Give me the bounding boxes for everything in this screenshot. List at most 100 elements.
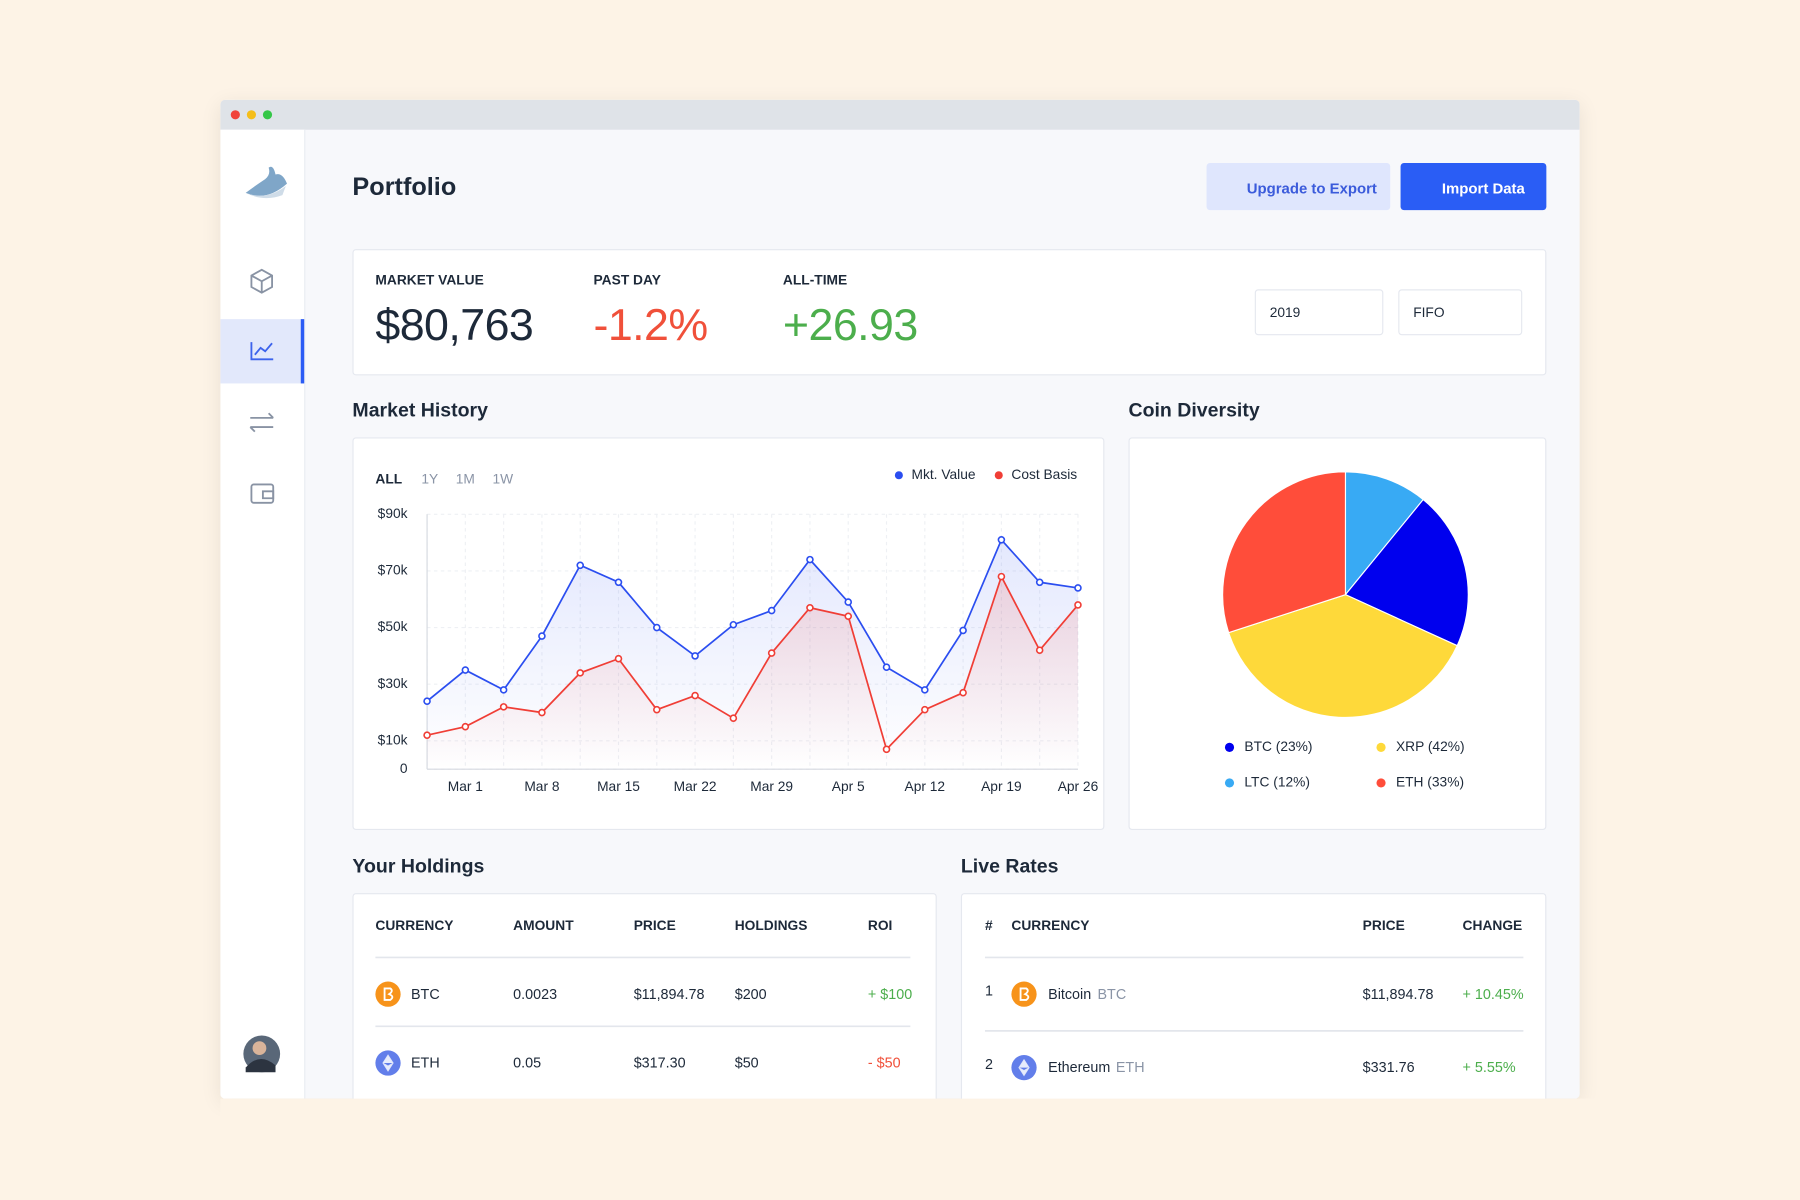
stat-value: $80,763 — [375, 300, 534, 351]
cell: ETH — [410, 1055, 440, 1072]
legend-dot — [994, 471, 1003, 480]
box-icon[interactable] — [250, 268, 273, 294]
range-tab[interactable]: 1M — [455, 470, 475, 487]
legend-label: LTC (12%) — [1244, 775, 1310, 790]
y-tick-label: $10k — [378, 732, 408, 747]
column-header: HOLDINGS — [734, 917, 808, 934]
point — [729, 714, 738, 722]
point — [614, 654, 623, 663]
point — [538, 708, 546, 717]
section-title: Your Holdings — [352, 855, 485, 878]
close-dot[interactable] — [230, 110, 240, 120]
btc-icon — [1019, 987, 1030, 1001]
point — [691, 691, 699, 700]
point — [538, 632, 546, 640]
import-button[interactable] — [1400, 163, 1547, 211]
point — [614, 578, 623, 587]
upgrade-button[interactable] — [1206, 163, 1391, 211]
point — [806, 603, 814, 612]
y-tick-label: $70k — [378, 563, 408, 578]
point — [882, 663, 891, 672]
y-tick-label: $50k — [378, 619, 408, 634]
y-tick-label: $90k — [378, 506, 408, 521]
select[interactable] — [1254, 289, 1384, 336]
legend-dot — [894, 471, 903, 480]
point — [997, 572, 1006, 581]
legend-label: Mkt. Value — [912, 467, 976, 482]
column-header: PRICE — [633, 917, 676, 934]
x-tick-label: Mar 15 — [597, 779, 640, 794]
range-tab[interactable]: ALL — [375, 470, 403, 487]
range-tab[interactable]: 1Y — [421, 470, 439, 487]
point — [921, 705, 929, 714]
cell: 0.05 — [513, 1055, 542, 1072]
y-tick-label: $30k — [378, 676, 408, 691]
maximize-dot[interactable] — [262, 110, 273, 120]
sidebar-active — [220, 319, 305, 384]
stats-card — [352, 249, 1547, 376]
line — [426, 574, 1079, 752]
x-tick-label: Mar 1 — [448, 779, 483, 794]
area — [427, 576, 1078, 770]
point — [653, 705, 661, 714]
legend-label: ETH (33%) — [1396, 775, 1464, 790]
stat-label: PAST DAY — [593, 272, 661, 289]
cell: 1 — [984, 982, 993, 999]
x-tick-label: Apr 26 — [1058, 779, 1099, 794]
point — [844, 598, 853, 606]
legend-dot — [1224, 742, 1235, 752]
point — [806, 555, 814, 564]
eth-icon — [375, 1050, 401, 1076]
pie-slice — [1222, 471, 1347, 634]
cell: $11,894.78 — [633, 986, 705, 1003]
legend-label: XRP (42%) — [1396, 739, 1465, 754]
legend-dot — [1376, 778, 1386, 788]
point — [767, 606, 776, 615]
point — [461, 722, 470, 731]
select-value: FIFO — [1413, 304, 1445, 321]
x-tick-label: Mar 29 — [750, 779, 793, 794]
cell: $200 — [734, 986, 767, 1003]
column-header: ROI — [867, 917, 893, 934]
point — [844, 612, 853, 621]
holdings-card — [352, 893, 937, 1123]
button-label[interactable]: Upgrade to Export — [1246, 179, 1377, 197]
point — [461, 666, 470, 674]
point — [1035, 646, 1044, 655]
point — [1035, 578, 1044, 587]
section-title: Coin Diversity — [1128, 399, 1260, 422]
point — [921, 686, 929, 694]
pie-slice — [1227, 594, 1458, 719]
cell: $317.30 — [633, 1055, 686, 1072]
btc-icon — [383, 987, 394, 1001]
button-label[interactable]: Import Data — [1441, 179, 1525, 197]
cell: BTC — [1097, 986, 1127, 1003]
transfer-icon[interactable] — [249, 412, 274, 433]
cell: $331.76 — [1362, 1059, 1415, 1076]
point — [423, 697, 431, 705]
cell: $50 — [734, 1055, 759, 1072]
cell: $11,894.78 — [1362, 986, 1434, 1003]
logo[interactable] — [245, 166, 287, 199]
live-rates-card — [960, 893, 1547, 1123]
legend-dot — [1376, 742, 1386, 752]
point — [499, 703, 508, 711]
select[interactable] — [1398, 289, 1523, 336]
range-tab[interactable]: 1W — [492, 470, 514, 487]
cell: - $50 — [867, 1055, 901, 1072]
point — [499, 686, 508, 694]
cell: + $100 — [867, 986, 913, 1003]
point — [576, 561, 585, 570]
wallet-icon[interactable] — [250, 483, 275, 504]
title-bar — [220, 99, 1580, 130]
point — [423, 731, 431, 739]
point — [576, 669, 585, 677]
legend-label: BTC (23%) — [1244, 739, 1312, 754]
point — [767, 649, 776, 657]
minimize-dot[interactable] — [246, 110, 257, 120]
cell: 2 — [984, 1056, 993, 1073]
chart-icon[interactable] — [250, 342, 274, 361]
avatar[interactable] — [243, 1035, 281, 1073]
cell: + 5.55% — [1462, 1059, 1516, 1076]
